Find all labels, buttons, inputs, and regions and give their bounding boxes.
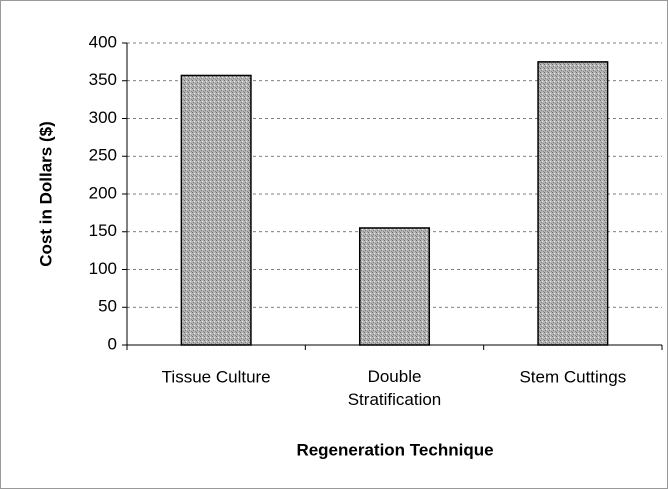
y-tick-label: 400 — [89, 32, 117, 51]
y-tick-label: 350 — [89, 70, 117, 89]
y-tick-label: 300 — [89, 108, 117, 127]
x-tick-label: Tissue Culture — [162, 367, 271, 386]
bar — [180, 74, 252, 346]
y-tick-label: 100 — [89, 259, 117, 278]
y-axis-title: Cost in Dollars ($) — [36, 121, 55, 266]
x-tick-label: Double Stratification — [348, 367, 442, 409]
x-axis-title: Regeneration Technique — [296, 440, 493, 459]
bar — [537, 61, 609, 346]
y-tick-label: 50 — [98, 297, 117, 316]
y-tick-label: 0 — [108, 334, 117, 353]
y-tick-label: 200 — [89, 183, 117, 202]
y-tick-label: 150 — [89, 221, 117, 240]
y-tick-label: 250 — [89, 146, 117, 165]
x-tick-label: Stem Cuttings — [519, 367, 626, 386]
bar — [358, 227, 431, 346]
